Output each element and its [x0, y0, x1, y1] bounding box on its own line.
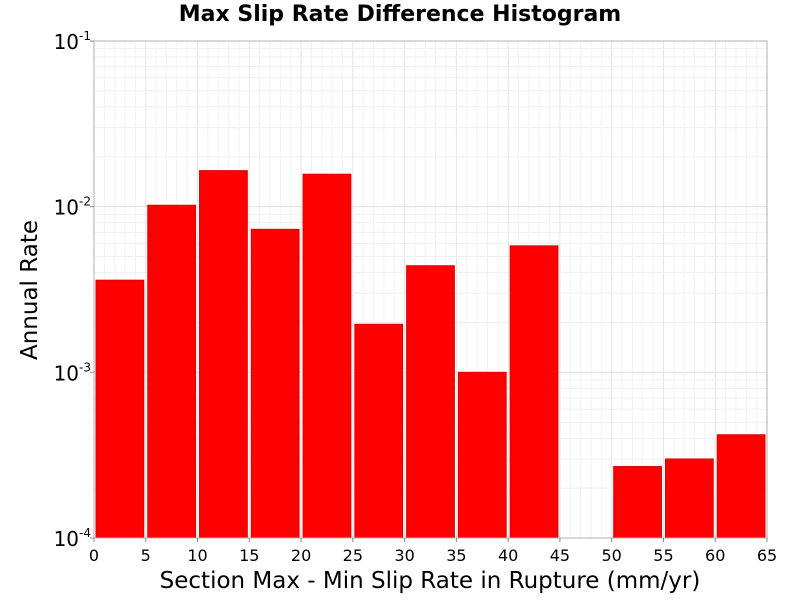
histogram-bar — [147, 204, 197, 539]
x-axis-ticks: 0 5 10 15 20 25 30 35 40 45 50 55 60 65 — [89, 538, 777, 565]
y-axis-label: Annual Rate — [17, 220, 43, 360]
x-axis-label: Section Max - Min Slip Rate in Rupture (… — [159, 568, 701, 594]
x-tick-label: 15 — [239, 546, 259, 565]
x-tick-label: 35 — [446, 546, 466, 565]
histogram-bar — [509, 245, 559, 539]
x-tick-label: 20 — [291, 546, 311, 565]
x-tick-label: 55 — [653, 546, 673, 565]
y-axis-ticks: 10-4 10-3 10-2 10-1 — [54, 29, 94, 551]
histogram-bar — [250, 228, 300, 539]
x-tick-label: 45 — [550, 546, 570, 565]
y-tick-label: 10-1 — [54, 29, 91, 54]
histogram-bar — [95, 279, 145, 539]
histogram-bar — [406, 265, 455, 539]
x-tick-label: 40 — [498, 546, 518, 565]
x-tick-label: 0 — [89, 546, 99, 565]
x-tick-label: 65 — [757, 546, 777, 565]
y-tick-label: 10-4 — [54, 526, 91, 551]
histogram-bar — [302, 173, 352, 539]
x-tick-label: 10 — [187, 546, 207, 565]
x-tick-label: 60 — [705, 546, 725, 565]
bars — [95, 170, 766, 539]
chart-title: Max Slip Rate Difference Histogram — [178, 2, 622, 27]
histogram-bar — [457, 371, 507, 539]
histogram-bar — [716, 434, 766, 539]
histogram-bar — [664, 458, 714, 539]
y-tick-label: 10-3 — [54, 360, 91, 385]
x-tick-label: 50 — [602, 546, 622, 565]
y-tick-label: 10-2 — [54, 195, 91, 220]
x-tick-label: 30 — [394, 546, 414, 565]
histogram-bar — [613, 466, 662, 539]
histogram-bar — [199, 170, 248, 539]
plot-frame — [93, 40, 768, 539]
x-tick-label: 25 — [343, 546, 363, 565]
x-tick-label: 5 — [141, 546, 151, 565]
histogram-bar — [354, 323, 404, 539]
